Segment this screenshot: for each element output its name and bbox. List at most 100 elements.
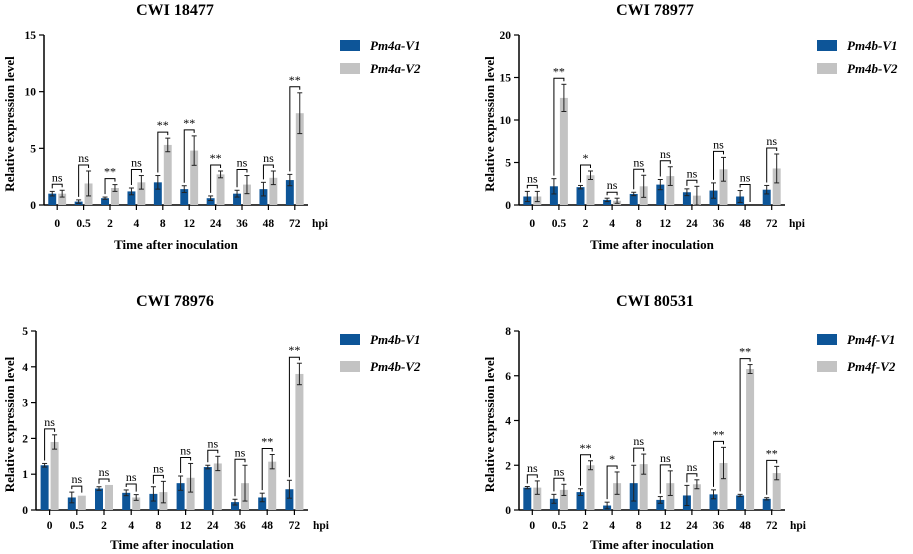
bar-v2	[268, 461, 277, 510]
bar-v1	[206, 198, 215, 205]
significance-label: ns	[153, 461, 164, 475]
legend-label: Pm4f-V1	[847, 332, 895, 347]
x-tick-label: 48	[739, 520, 751, 532]
chart-title: CWI 80531	[616, 293, 694, 310]
significance-label: ns	[71, 472, 82, 486]
significance-bracket	[526, 184, 538, 189]
bar-v2	[586, 465, 595, 510]
significance-bracket	[289, 86, 301, 172]
bar-v1	[233, 193, 241, 205]
y-tick-label: 10	[25, 87, 37, 99]
significance-label: ns	[607, 178, 618, 192]
y-tick-label: 4	[505, 416, 511, 428]
significance-bracket	[659, 464, 671, 494]
legend-swatch-v2	[817, 361, 837, 372]
x-tick-label: 36	[234, 520, 246, 532]
significance-bracket	[71, 485, 83, 493]
x-tick-label: 72	[766, 218, 778, 230]
x-tick-label: 24	[686, 520, 698, 532]
y-tick-label: 3	[22, 398, 28, 410]
bar-v2	[269, 177, 278, 205]
significance-label: ns	[237, 156, 248, 170]
bar-v1	[95, 488, 103, 510]
x-tick-label: 72	[766, 520, 778, 532]
bar-v1	[259, 189, 268, 205]
legend-label: Pm4b-V2	[847, 61, 898, 76]
x-tick-label: 4	[609, 520, 615, 532]
x-tick-label: 24	[686, 218, 698, 230]
y-tick-label: 0	[505, 200, 511, 212]
significance-bracket	[739, 184, 751, 202]
bar-v2	[559, 97, 568, 205]
x-axis-label: Time after inoculation	[590, 537, 715, 552]
x-tick-label: 72	[289, 218, 301, 230]
y-tick-label: 15	[500, 73, 512, 85]
significance-bracket	[104, 178, 116, 195]
bar-v2	[58, 193, 67, 205]
bar-v1	[549, 186, 558, 205]
y-tick-label: 20	[500, 30, 512, 42]
x-tick-label: 0.5	[552, 520, 567, 532]
bar-v2	[186, 477, 195, 510]
y-tick-label: 5	[505, 158, 511, 170]
bar-v1	[285, 489, 294, 510]
significance-bracket	[261, 448, 273, 491]
x-tick-label: 0.5	[76, 218, 91, 230]
y-tick-label: 0	[505, 505, 511, 517]
significance-label: *	[609, 452, 615, 466]
bar-v1	[762, 189, 771, 205]
bar-v2	[111, 188, 119, 205]
bar-v1	[576, 492, 585, 510]
bar-v2	[533, 487, 542, 510]
significance-label: **	[739, 345, 751, 359]
significance-label: ns	[687, 460, 698, 474]
hpi-label: hpi	[313, 520, 330, 532]
significance-bracket	[152, 474, 164, 484]
bar-v1	[149, 493, 158, 510]
y-tick-label: 0	[30, 200, 36, 212]
bar-v2	[746, 369, 755, 510]
bar-v1	[629, 193, 638, 205]
x-tick-label: 0.5	[552, 218, 567, 230]
significance-bracket	[633, 447, 645, 463]
bar-v1	[176, 483, 185, 510]
x-tick-label: 4	[128, 520, 134, 532]
bar-v2	[719, 169, 728, 205]
significance-label: **	[210, 151, 222, 165]
bar-v2	[137, 182, 146, 205]
bar-v1	[101, 198, 109, 205]
significance-label: ns	[660, 451, 671, 465]
significance-bracket	[51, 183, 63, 189]
significance-bracket	[44, 428, 56, 461]
y-axis-label: Relative expression level	[482, 56, 497, 192]
significance-bracket	[606, 191, 618, 196]
significance-label: ns	[527, 171, 538, 185]
x-tick-label: 0	[529, 218, 535, 230]
significance-bracket	[98, 478, 110, 484]
x-tick-label: 48	[263, 218, 275, 230]
y-tick-label: 0	[22, 505, 28, 517]
bar-v2	[586, 175, 595, 205]
bar-v2	[216, 174, 225, 205]
x-tick-label: 8	[636, 218, 642, 230]
x-tick-label: 12	[180, 520, 192, 532]
legend-swatch-v2	[340, 361, 360, 372]
x-tick-label: 8	[156, 520, 162, 532]
y-axis-label: Relative expression level	[2, 56, 17, 192]
bar-v2	[243, 184, 251, 205]
significance-bracket	[207, 449, 219, 463]
bar-v2	[132, 497, 141, 510]
significance-label: **	[183, 116, 195, 130]
x-tick-label: 36	[713, 520, 725, 532]
x-tick-label: 0	[47, 520, 53, 532]
x-tick-label: 0	[529, 520, 535, 532]
significance-label: ns	[633, 155, 644, 169]
legend-swatch-v2	[340, 63, 360, 74]
bar-v1	[40, 465, 49, 510]
y-tick-label: 2	[505, 460, 511, 472]
x-axis-label: Time after inoculation	[110, 537, 235, 552]
significance-label: ns	[660, 147, 671, 161]
legend-label: Pm4f-V2	[847, 359, 896, 374]
bar-v1	[122, 492, 131, 510]
